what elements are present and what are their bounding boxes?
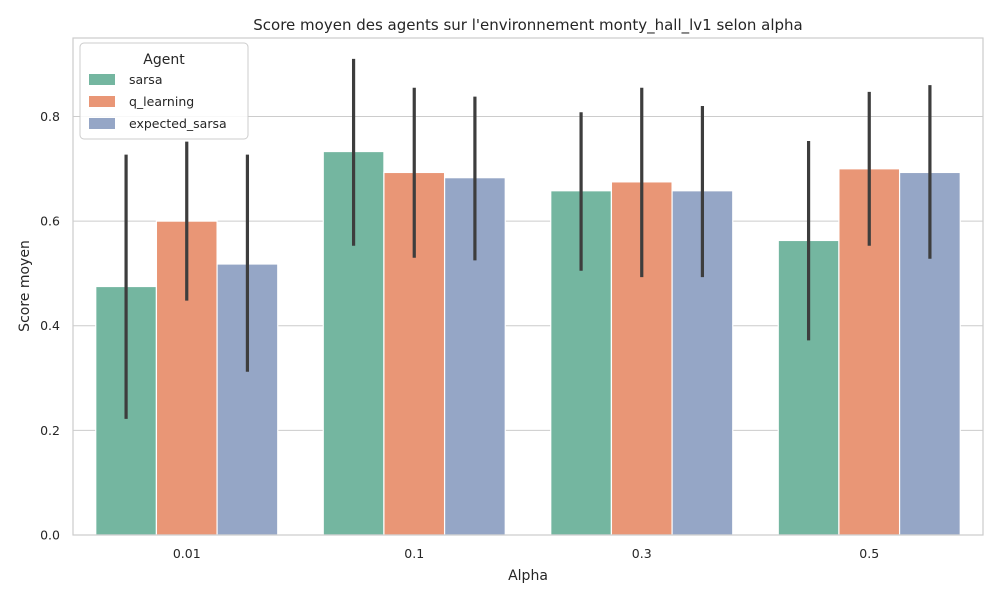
error-bars [124, 58, 932, 419]
x-axis-ticks: 0.01 0.1 0.3 0.5 [173, 546, 879, 561]
y-tick-label: 0.8 [40, 109, 60, 124]
y-tick-label: 0.6 [40, 214, 60, 229]
y-tick-label: 0.2 [40, 423, 60, 438]
x-tick-label: 0.1 [404, 546, 424, 561]
legend-label-expected_sarsa: expected_sarsa [129, 116, 227, 131]
legend: Agent sarsa q_learning expected_sarsa [79, 42, 249, 140]
y-axis-label: Score moyen [17, 240, 33, 332]
chart-title: Score moyen des agents sur l'environneme… [253, 16, 802, 35]
x-tick-label: 0.01 [173, 546, 201, 561]
legend-label-q_learning: q_learning [129, 94, 194, 109]
x-axis-label: Alpha [508, 568, 548, 584]
legend-swatch-sarsa [89, 74, 115, 85]
y-axis-ticks: 0.0 0.2 0.4 0.6 0.8 [40, 109, 60, 543]
plot-frame [72, 37, 984, 536]
legend-box [79, 42, 249, 140]
legend-swatch-q_learning [89, 96, 115, 107]
x-tick-label: 0.3 [632, 546, 652, 561]
legend-title: Agent [143, 52, 185, 68]
y-tick-label: 0.4 [40, 318, 60, 333]
x-tick-label: 0.5 [859, 546, 879, 561]
y-tick-label: 0.0 [40, 528, 60, 543]
legend-swatch-expected_sarsa [89, 118, 115, 129]
legend-entries: sarsa q_learning expected_sarsa [89, 72, 227, 131]
legend-label-sarsa: sarsa [129, 72, 162, 87]
